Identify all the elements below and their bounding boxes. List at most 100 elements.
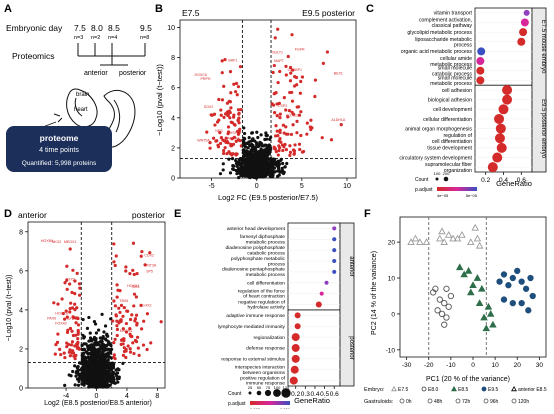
- point-significant: [122, 346, 126, 350]
- point-significant: [53, 352, 57, 356]
- point-significant: [225, 139, 229, 144]
- legend-count-dot: [264, 389, 272, 397]
- brain-label: brain: [76, 92, 89, 98]
- x-tick-label: -20: [424, 362, 434, 369]
- y-tick-label: 6: [171, 85, 175, 92]
- volcano-b-ylabel: −Log10 (pval (t−test)): [155, 64, 164, 136]
- point-significant: [277, 144, 281, 148]
- point-significant: [115, 295, 119, 299]
- point: [81, 333, 85, 337]
- gene-label: HOXC8: [55, 311, 67, 315]
- point-significant: [126, 344, 130, 348]
- point-significant: [143, 263, 147, 267]
- point-significant: [217, 118, 221, 122]
- volcano-d-title-right: posterior: [132, 210, 165, 220]
- point-significant: [298, 91, 302, 95]
- go-term-dot: [498, 104, 509, 115]
- point: [234, 161, 239, 165]
- point-significant: [128, 350, 133, 354]
- point: [272, 166, 277, 170]
- point: [90, 368, 94, 372]
- point-significant: [135, 323, 139, 327]
- term-label: positive regulation of: [240, 375, 285, 381]
- point-significant: [234, 139, 238, 143]
- point: [97, 368, 101, 372]
- legend-count-dot: [435, 177, 439, 181]
- point: [91, 361, 95, 365]
- point: [266, 165, 270, 169]
- go-term-dot: [476, 76, 485, 85]
- panel-a: A Embryonic day 7.5 8.0 8.5 9.5 n=3 n=2 …: [0, 0, 170, 205]
- point: [240, 164, 244, 169]
- term-label: diadenosine pentaphosphate: [222, 267, 285, 273]
- point: [247, 170, 251, 174]
- point: [264, 160, 268, 165]
- x-tick-label: 0: [95, 393, 99, 400]
- point-significant: [133, 338, 138, 343]
- gene-label: TBX6: [119, 299, 128, 303]
- point: [90, 339, 94, 343]
- point-significant: [280, 143, 285, 147]
- point: [244, 167, 248, 172]
- point: [110, 364, 114, 369]
- point-significant: [115, 324, 119, 328]
- panel-c: C E7.5 mouse embryo E9.5 posterior embryo…: [362, 0, 554, 205]
- term-label: small molecule: [438, 75, 472, 81]
- pca-f: F PC2 (14 % of the variance) PC1 (20 % o…: [364, 208, 547, 405]
- point: [283, 165, 287, 169]
- point-significant: [228, 151, 233, 156]
- point-significant: [71, 351, 76, 355]
- point: [261, 161, 265, 165]
- term-label: regulation of: [443, 133, 472, 139]
- point-significant: [139, 254, 143, 258]
- point-significant: [290, 90, 294, 95]
- x-tick-label: -30: [402, 362, 412, 369]
- point: [96, 343, 101, 347]
- point-significant: [141, 343, 146, 347]
- pca-point: [467, 238, 475, 245]
- point-significant: [232, 113, 236, 117]
- point-significant: [112, 299, 116, 303]
- point-significant: [76, 340, 80, 344]
- point: [91, 375, 95, 379]
- point: [227, 157, 231, 161]
- gene-label: HOXB9: [41, 239, 53, 243]
- pca-legend: Embryo: E7.5 E8.0 E8.5 E9.5 anterior E8.5 Gast…: [364, 385, 547, 405]
- point: [266, 145, 270, 149]
- go-term-dot: [289, 376, 298, 385]
- dotplot-e-plot-area: anterior posterior anterior head developme…: [218, 222, 355, 412]
- pca-point: [482, 324, 491, 332]
- point: [73, 364, 77, 368]
- point-significant: [274, 124, 278, 128]
- point: [221, 168, 225, 172]
- term-label: regionalization: [253, 335, 285, 341]
- y-tick-label: 2: [19, 346, 23, 353]
- x-tick-label: 0.2: [291, 391, 300, 398]
- legend-count-value: 50: [257, 385, 262, 390]
- legend-count-value: 25: [248, 385, 253, 390]
- term-label: vitamin transport: [434, 11, 473, 17]
- point-significant: [213, 123, 217, 127]
- point-significant: [222, 151, 226, 156]
- point-significant: [68, 247, 72, 251]
- point-significant: [65, 264, 69, 268]
- point: [268, 149, 272, 153]
- pca-point: [471, 223, 479, 231]
- point-significant: [290, 99, 295, 103]
- point-significant: [130, 313, 134, 317]
- pca-point: [475, 241, 484, 249]
- point: [231, 167, 236, 172]
- pca-point: [496, 278, 503, 285]
- legend-count-value: 100: [274, 385, 281, 390]
- point-significant: [70, 306, 75, 310]
- y-tick-label: 6: [19, 268, 23, 275]
- pca-point: [441, 321, 448, 328]
- point: [97, 384, 102, 388]
- day-7-5: 7.5: [74, 23, 86, 33]
- point-significant: [276, 80, 280, 85]
- point: [259, 133, 263, 137]
- term-label: metabolic process: [246, 272, 286, 278]
- y-tick-label: 4: [171, 115, 175, 122]
- point-significant: [284, 73, 288, 77]
- point-significant: [119, 303, 124, 307]
